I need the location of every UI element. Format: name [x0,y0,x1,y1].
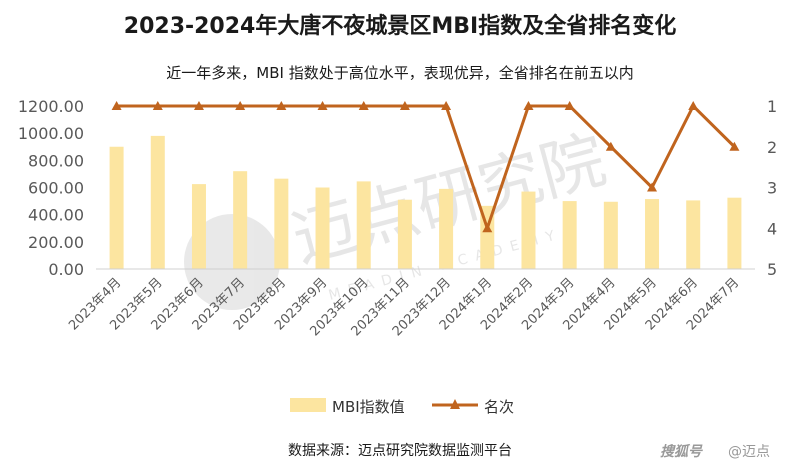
bar-15 [686,200,701,269]
chart-title: 2023-2024年大唐不夜城景区MBI指数及全省排名变化 [123,14,677,39]
y-left-tick-7: 1200.00 [18,97,84,116]
bar-9 [439,188,454,269]
bar-16 [727,197,742,269]
rank-marker-11 [523,101,534,110]
y-left-tick-4: 600.00 [28,179,84,198]
bar-8 [397,199,412,269]
bar-2 [150,135,165,269]
y-left-tick-3: 400.00 [28,206,84,225]
y-right-tick-4: 4 [767,219,777,238]
legend-line-marker [450,399,460,409]
rank-marker-6 [317,101,328,110]
rank-marker-1 [111,101,122,110]
bar-7 [356,181,371,269]
bar-14 [645,199,660,269]
chart-subtitle: 近一年多来，MBI 指数处于高位水平，表现优异，全省排名在前五以内 [166,64,634,82]
bar-5 [274,178,289,269]
y-right-tick-2: 2 [767,138,777,157]
y-left-tick-1: 0.00 [48,260,84,279]
legend-bar-label: MBI指数值 [332,398,405,416]
rank-marker-14 [647,182,658,192]
rank-marker-2 [152,101,163,110]
rank-marker-12 [564,101,575,110]
bar-13 [603,201,618,269]
y-left-tick-2: 200.00 [28,233,84,252]
legend-bar-swatch [290,398,326,412]
rank-marker-15 [688,101,699,110]
data-source: 数据来源：迈点研究院数据监测平台 [288,443,512,459]
brand-watermark: 搜狐号 [660,444,702,460]
y-right-tick-3: 3 [767,179,777,198]
bar-4 [233,171,248,269]
legend-line-label: 名次 [484,398,514,416]
bar-6 [315,187,330,269]
bar-11 [521,191,536,269]
bar-1 [109,146,124,269]
rank-marker-13 [605,141,616,151]
user-watermark: @迈点 [728,444,770,460]
y-left-tick-5: 800.00 [28,151,84,170]
rank-marker-3 [193,101,204,110]
legend: MBI指数值 名次 [290,398,514,416]
bar-3 [191,184,206,269]
y-left-tick-6: 1000.00 [18,124,84,143]
rank-marker-7 [358,101,369,110]
rank-marker-16 [729,141,740,151]
rank-marker-8 [399,101,410,110]
bar-12 [562,201,577,269]
rank-marker-5 [276,101,287,110]
y-right-tick-1: 1 [767,97,777,116]
y-right-tick-5: 5 [767,260,777,279]
rank-marker-9 [441,101,452,110]
rank-marker-4 [235,101,246,110]
rank-marker-10 [482,223,493,233]
rank-line [116,104,736,230]
